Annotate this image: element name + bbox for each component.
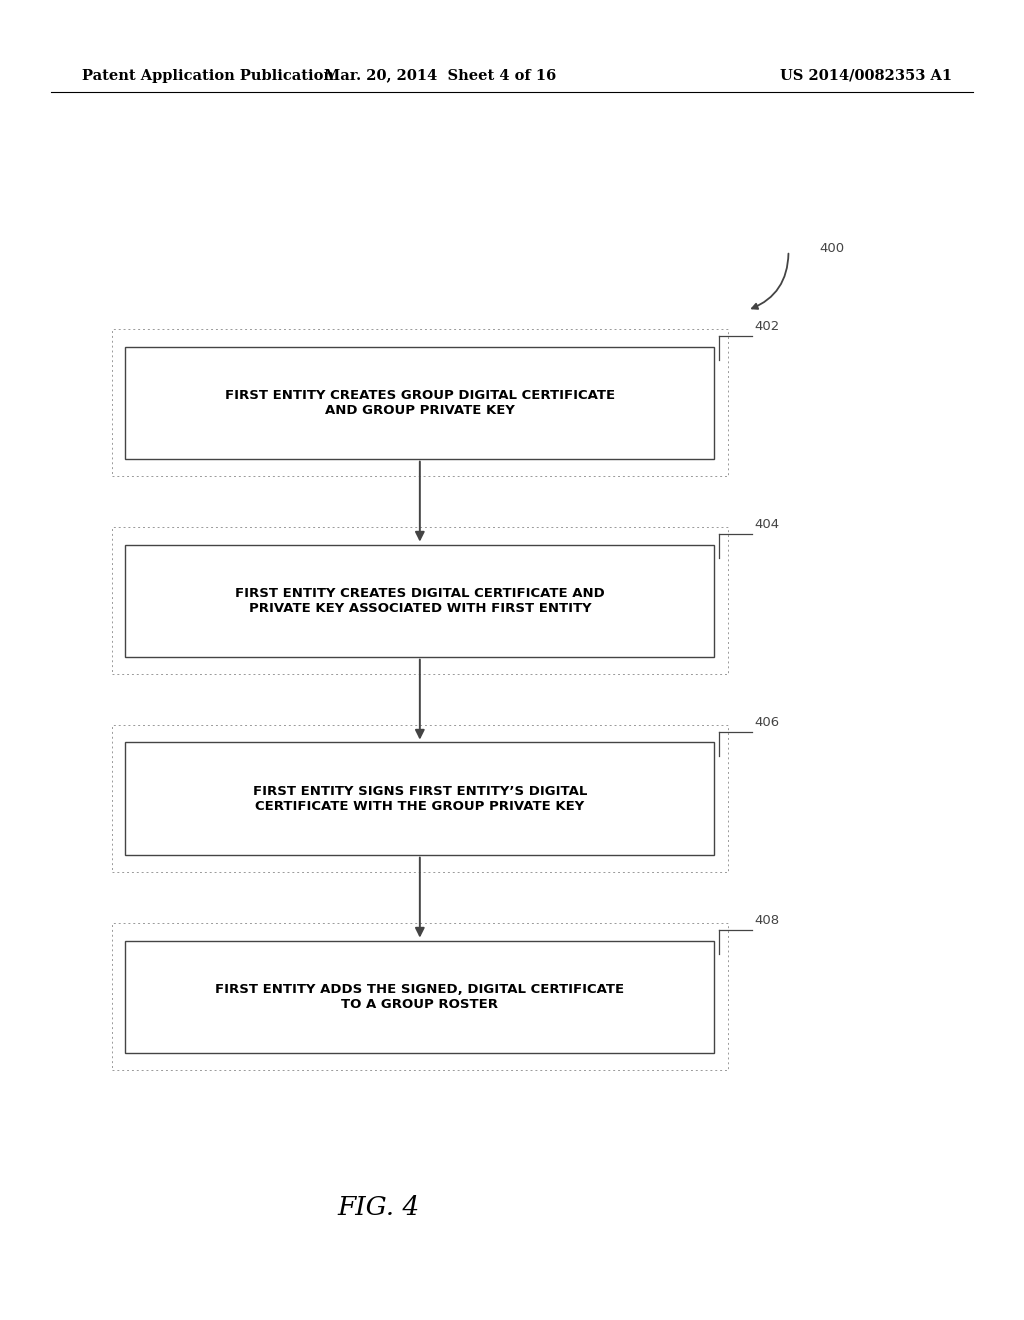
Text: FIRST ENTITY CREATES GROUP DIGITAL CERTIFICATE
AND GROUP PRIVATE KEY: FIRST ENTITY CREATES GROUP DIGITAL CERTI… [225, 388, 614, 417]
Text: 400: 400 [819, 242, 845, 255]
Bar [113, 924, 727, 1069]
Text: FIRST ENTITY CREATES DIGITAL CERTIFICATE AND
PRIVATE KEY ASSOCIATED WITH FIRST E: FIRST ENTITY CREATES DIGITAL CERTIFICATE… [234, 586, 605, 615]
Text: FIRST ENTITY ADDS THE SIGNED, DIGITAL CERTIFICATE
TO A GROUP ROSTER: FIRST ENTITY ADDS THE SIGNED, DIGITAL CE… [215, 982, 625, 1011]
Text: FIG. 4: FIG. 4 [338, 1196, 420, 1220]
Bar [125, 940, 715, 1053]
Bar [113, 527, 727, 673]
Text: US 2014/0082353 A1: US 2014/0082353 A1 [780, 69, 952, 83]
Text: 402: 402 [754, 321, 779, 334]
Text: Mar. 20, 2014  Sheet 4 of 16: Mar. 20, 2014 Sheet 4 of 16 [325, 69, 556, 83]
Bar [125, 544, 715, 656]
Bar [125, 742, 715, 855]
Text: FIRST ENTITY SIGNS FIRST ENTITY’S DIGITAL
CERTIFICATE WITH THE GROUP PRIVATE KEY: FIRST ENTITY SIGNS FIRST ENTITY’S DIGITA… [253, 784, 587, 813]
Bar [113, 725, 727, 871]
Text: 408: 408 [754, 915, 779, 927]
Text: 406: 406 [754, 717, 779, 729]
Text: Patent Application Publication: Patent Application Publication [82, 69, 334, 83]
Text: 404: 404 [754, 519, 779, 531]
Bar [125, 347, 715, 459]
Bar [113, 330, 727, 477]
